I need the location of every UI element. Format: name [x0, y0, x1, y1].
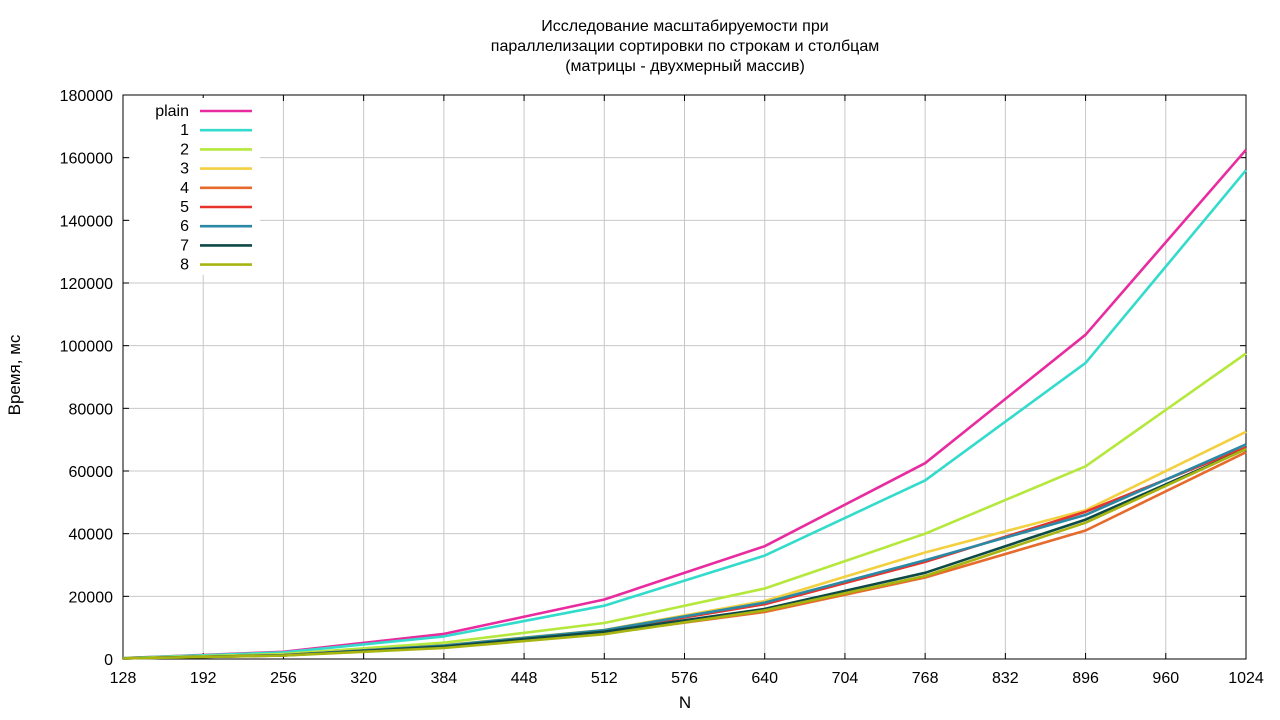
x-tick-label: 128 [110, 670, 137, 687]
series-line-1 [122, 169, 1247, 660]
legend-label: 8 [180, 257, 189, 274]
y-tick-label: 80000 [69, 401, 114, 418]
x-tick-label: 832 [992, 670, 1019, 687]
y-tick-label: 60000 [69, 464, 114, 481]
chart-title-line-1: Исследование масштабируемости при [541, 18, 829, 35]
y-tick-label: 40000 [69, 527, 114, 544]
legend-label: plain [155, 103, 189, 120]
chart-title-line-2: параллелизации сортировки по строкам и с… [490, 38, 880, 55]
y-tick-label: 0 [104, 652, 113, 669]
legend-label: 6 [180, 218, 189, 235]
x-tick-label: 320 [350, 670, 377, 687]
x-axis-label: N [678, 693, 692, 712]
x-tick-label: 192 [190, 670, 217, 687]
x-tick-label: 896 [1072, 670, 1099, 687]
y-tick-label: 120000 [60, 276, 113, 293]
y-tick-label: 20000 [69, 589, 114, 606]
x-tick-label: 448 [511, 670, 538, 687]
legend-background [130, 98, 260, 275]
y-tick-label: 140000 [60, 213, 113, 230]
legend-label: 5 [180, 199, 189, 216]
y-tick-label: 100000 [60, 339, 113, 356]
legend-label: 2 [180, 141, 189, 158]
legend-label: 7 [180, 237, 189, 254]
x-tick-label: 704 [832, 670, 859, 687]
legend-label: 3 [180, 161, 189, 178]
x-tick-label: 960 [1152, 670, 1179, 687]
legend-label: 4 [180, 180, 189, 197]
y-tick-label: 180000 [60, 88, 113, 105]
x-tick-label: 512 [591, 670, 618, 687]
chart-title-line-3: (матрицы - двухмерный массив) [565, 58, 805, 75]
x-tick-label: 640 [751, 670, 778, 687]
x-tick-label: 768 [912, 670, 939, 687]
x-tick-label: 1024 [1228, 670, 1264, 687]
x-tick-label: 256 [270, 670, 297, 687]
x-tick-label: 384 [431, 670, 458, 687]
y-tick-label: 160000 [60, 151, 113, 168]
y-axis-label: Время, мс [5, 334, 24, 416]
series-line-8 [122, 447, 1247, 660]
legend-label: 1 [180, 122, 189, 139]
x-tick-label: 576 [671, 670, 698, 687]
